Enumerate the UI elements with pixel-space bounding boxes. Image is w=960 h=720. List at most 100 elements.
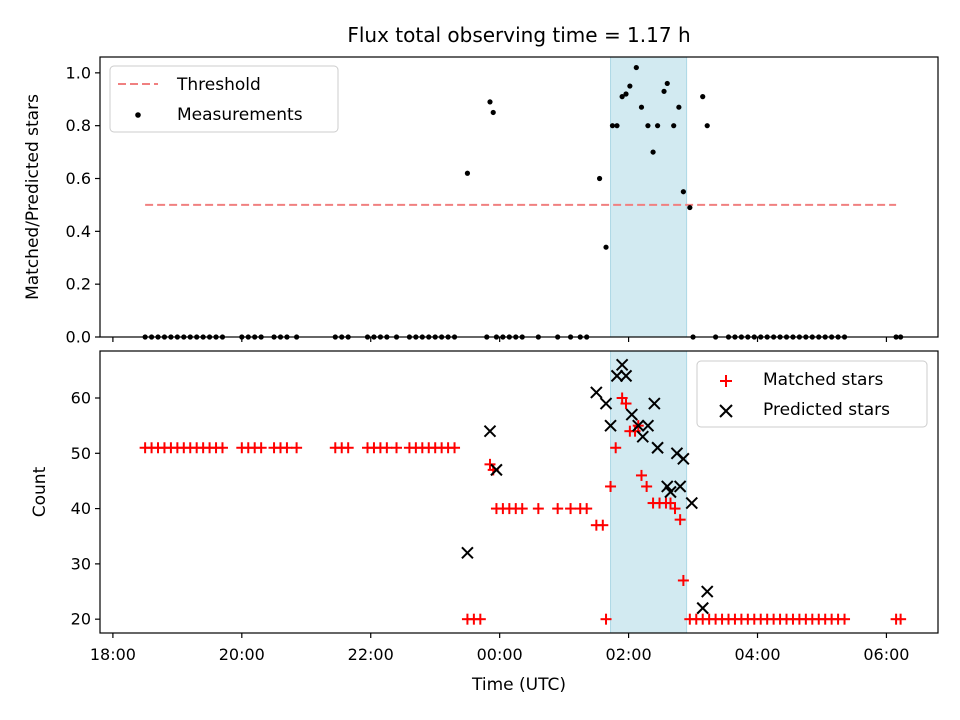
matched-star-point [641,480,653,492]
x-tick-label: 02:00 [606,645,652,664]
bottom-panel: 20 30 40 50 60 18:00 20:00 22:00 00:00 02:00 04:0… [30,350,939,695]
top-y-axis: 0.0 0.2 0.4 0.6 0.8 1.0 [66,63,100,347]
predicted-star-point [625,408,639,421]
measurement-point [661,88,667,94]
matched-star-point [664,497,676,509]
measurement-point [650,149,656,155]
predicted-star-point [610,369,624,383]
matched-star-point [216,442,228,454]
predicted-star-point [661,480,674,493]
matched-star-point [581,503,593,515]
predicted-star-point [641,419,655,432]
matched-star-point [255,442,267,454]
measurement-point [687,204,693,211]
measurement-point [645,123,651,129]
predicted-star-point [490,463,503,477]
matched-star-point [474,613,486,625]
measurement-point [676,104,682,110]
bottom-y-tick-label: 30 [71,554,91,573]
matched-star-point [674,514,686,526]
predicted-star-point [673,480,687,493]
matched-star-point [484,458,496,470]
predicted-star-point [590,386,603,399]
matched-star-point [391,442,403,454]
legend-threshold-label: Threshold [176,75,261,95]
predicted-star-point [685,496,698,510]
top-y-tick-label: 0.8 [66,116,91,135]
matched-star-point [635,469,647,481]
matched-star-point [532,503,544,515]
bottom-y-tick-label: 50 [71,444,91,463]
matched-star-point [610,442,622,454]
matched-star-point [342,442,354,454]
measurement-point [490,109,496,116]
measurement-point [609,123,616,129]
measurement-point [680,189,686,195]
matched-star-point [895,613,907,625]
matched-star-point [600,613,612,625]
bottom-x-axis: 18:00 20:00 22:00 00:00 02:00 04:00 06:00 [90,633,909,664]
matched-star-point [516,503,528,515]
measurement-point [619,94,625,100]
matched-star-point [616,392,628,404]
measurement-point [704,123,710,129]
measurement-point [596,175,603,182]
matched-star-point [291,442,303,454]
predicted-star-point [483,424,497,438]
predicted-star-point [619,369,633,383]
x-tick-label: 18:00 [90,645,136,664]
x-tick-label: 04:00 [734,645,780,664]
top-y-tick-label: 0.4 [66,222,91,241]
top-y-tick-label: 0.0 [66,328,91,347]
top-y-tick-label: 0.6 [66,169,91,188]
measurement-point [638,104,645,110]
matched-star-point [281,442,293,454]
measurement-point [487,99,493,105]
measurement-point [700,94,706,100]
x-tick-label: 00:00 [477,645,523,664]
top-y-tick-label: 1.0 [66,63,91,82]
matched-star-point [597,519,609,531]
matched-star-point [552,503,564,515]
legend-predicted-swatch [719,404,733,418]
matched-star-point [669,503,681,515]
top-panel: Flux total observing time = 1.17 h 0.0 0.… [23,23,939,347]
matched-star-point [605,480,617,492]
bottom-y-tick-label: 60 [71,389,91,408]
predicted-star-point [664,485,677,499]
legend-matched-label: Matched stars [763,370,883,390]
bottom-legend-box [696,360,928,428]
matched-star-point [381,442,393,454]
top-legend-box [109,65,339,133]
chart-title: Flux total observing time = 1.17 h [347,23,690,47]
x-tick-label: 22:00 [348,645,394,664]
predicted-star-point [615,358,629,372]
bottom-y-axis-label: Count [30,466,50,517]
matched-stars-layer [139,392,907,625]
x-axis-label: Time (UTC) [471,675,566,695]
predicted-star-point [636,430,649,443]
legend-measurements-swatch [135,112,141,118]
measurement-point [664,80,670,87]
matched-star-point [839,613,851,625]
predicted-star-point [696,601,709,615]
predicted-star-point [604,419,617,432]
measurement-point [627,83,633,89]
matched-star-point [620,398,632,410]
top-y-axis-label: Matched/Predicted stars [23,94,43,300]
legend-matched-swatch [720,375,732,387]
predicted-star-point [651,441,664,454]
top-legend: Threshold Measurements [109,65,339,133]
predicted-star-point [648,397,661,410]
measurements-layer [142,64,904,340]
bottom-plot-frame [99,350,939,634]
bottom-legend: Matched stars Predicted stars [696,360,928,428]
measurement-point [603,244,609,250]
predicted-star-point [599,397,613,410]
measurement-point [464,170,471,176]
measurement-point [654,123,661,129]
measurement-point [671,123,677,129]
legend-predicted-label: Predicted stars [763,400,890,420]
predicted-stars-layer [461,358,714,615]
